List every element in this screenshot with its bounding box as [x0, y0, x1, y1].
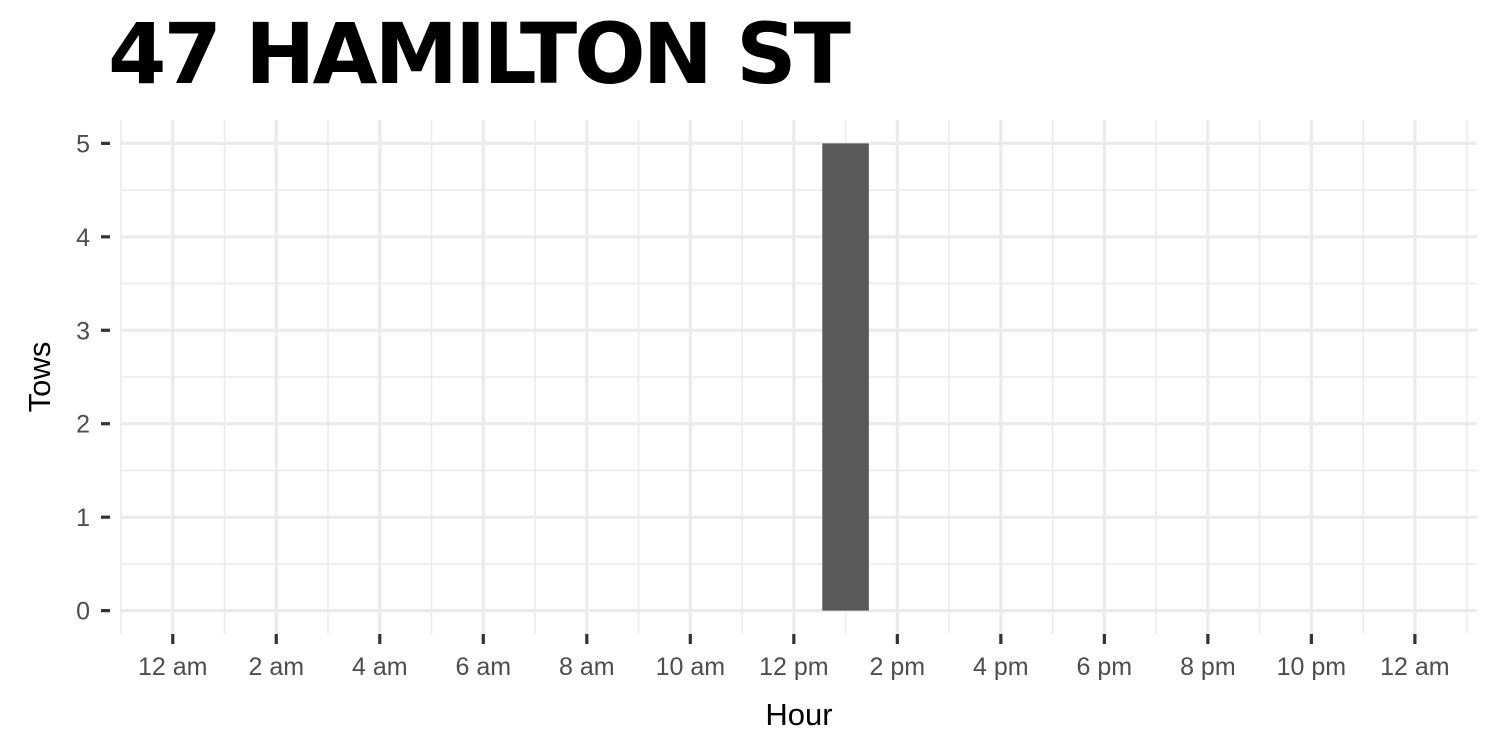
x-tick-label: 12 pm: [759, 653, 828, 681]
x-tick-label: 8 am: [559, 653, 615, 681]
x-tick-label: 2 am: [248, 653, 304, 681]
x-tick-label: 6 pm: [1077, 653, 1133, 681]
y-tick-label: 5: [76, 130, 90, 158]
y-tick-label: 2: [76, 411, 90, 439]
x-tick-label: 8 pm: [1180, 653, 1236, 681]
bar: [822, 143, 869, 611]
minor-gridlines: [120, 120, 1477, 634]
y-tick-label: 3: [76, 317, 90, 345]
y-tick-label: 0: [76, 598, 90, 626]
x-tick-label: 2 pm: [870, 653, 926, 681]
bars: [822, 143, 869, 611]
major-gridlines: [121, 120, 1477, 634]
x-tick-label: 4 am: [352, 653, 408, 681]
x-tick-label: 12 am: [138, 653, 207, 681]
x-tick-label: 4 pm: [973, 653, 1029, 681]
y-axis: 0 1 2 3 4 5: [76, 130, 110, 626]
x-tick-label: 10 pm: [1277, 653, 1346, 681]
x-tick-label: 10 am: [656, 653, 725, 681]
x-tick-label: 12 am: [1380, 653, 1449, 681]
x-axis-title: Hour: [765, 697, 832, 732]
x-tick-label: 6 am: [455, 653, 511, 681]
chart-title: 47 HAMILTON ST: [108, 5, 851, 103]
y-tick-label: 4: [76, 224, 90, 252]
y-axis-title: Tows: [22, 342, 57, 413]
x-axis: 12 am 2 am 4 am 6 am 8 am 10 am 12 pm 2 pm 4 pm 6…: [138, 634, 1450, 681]
y-tick-label: 1: [76, 504, 90, 532]
